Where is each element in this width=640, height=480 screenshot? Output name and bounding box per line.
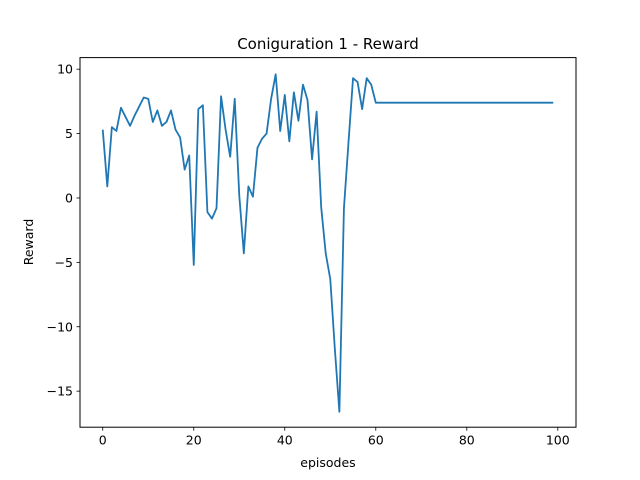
x-tick-label: 40	[277, 433, 293, 448]
y-axis-label: Reward	[21, 219, 36, 266]
x-axis-ticks: 0 20 40 60 80 100	[99, 427, 570, 448]
x-tick-label: 60	[368, 433, 384, 448]
x-tick-label: 100	[546, 433, 570, 448]
y-tick-label: −10	[47, 319, 73, 334]
x-tick-label: 20	[186, 433, 202, 448]
x-tick-label: 80	[459, 433, 475, 448]
y-axis-ticks: 10 5 0 −5 −10 −15	[47, 62, 80, 399]
y-tick-label: 5	[65, 126, 73, 141]
x-tick-label: 0	[99, 433, 107, 448]
series-line-reward	[101, 73, 554, 413]
y-tick-label: 10	[57, 62, 73, 77]
plot-area: 0 20 40 60 80 100 10 5 0 −5 −10 −15	[47, 57, 577, 448]
y-tick-label: 0	[65, 190, 73, 205]
y-tick-label: −5	[55, 255, 73, 270]
y-tick-label: −15	[47, 384, 73, 399]
x-axis-label: episodes	[300, 455, 355, 470]
axes-frame	[79, 57, 577, 428]
chart-title: Coniguration 1 - Reward	[237, 35, 419, 53]
